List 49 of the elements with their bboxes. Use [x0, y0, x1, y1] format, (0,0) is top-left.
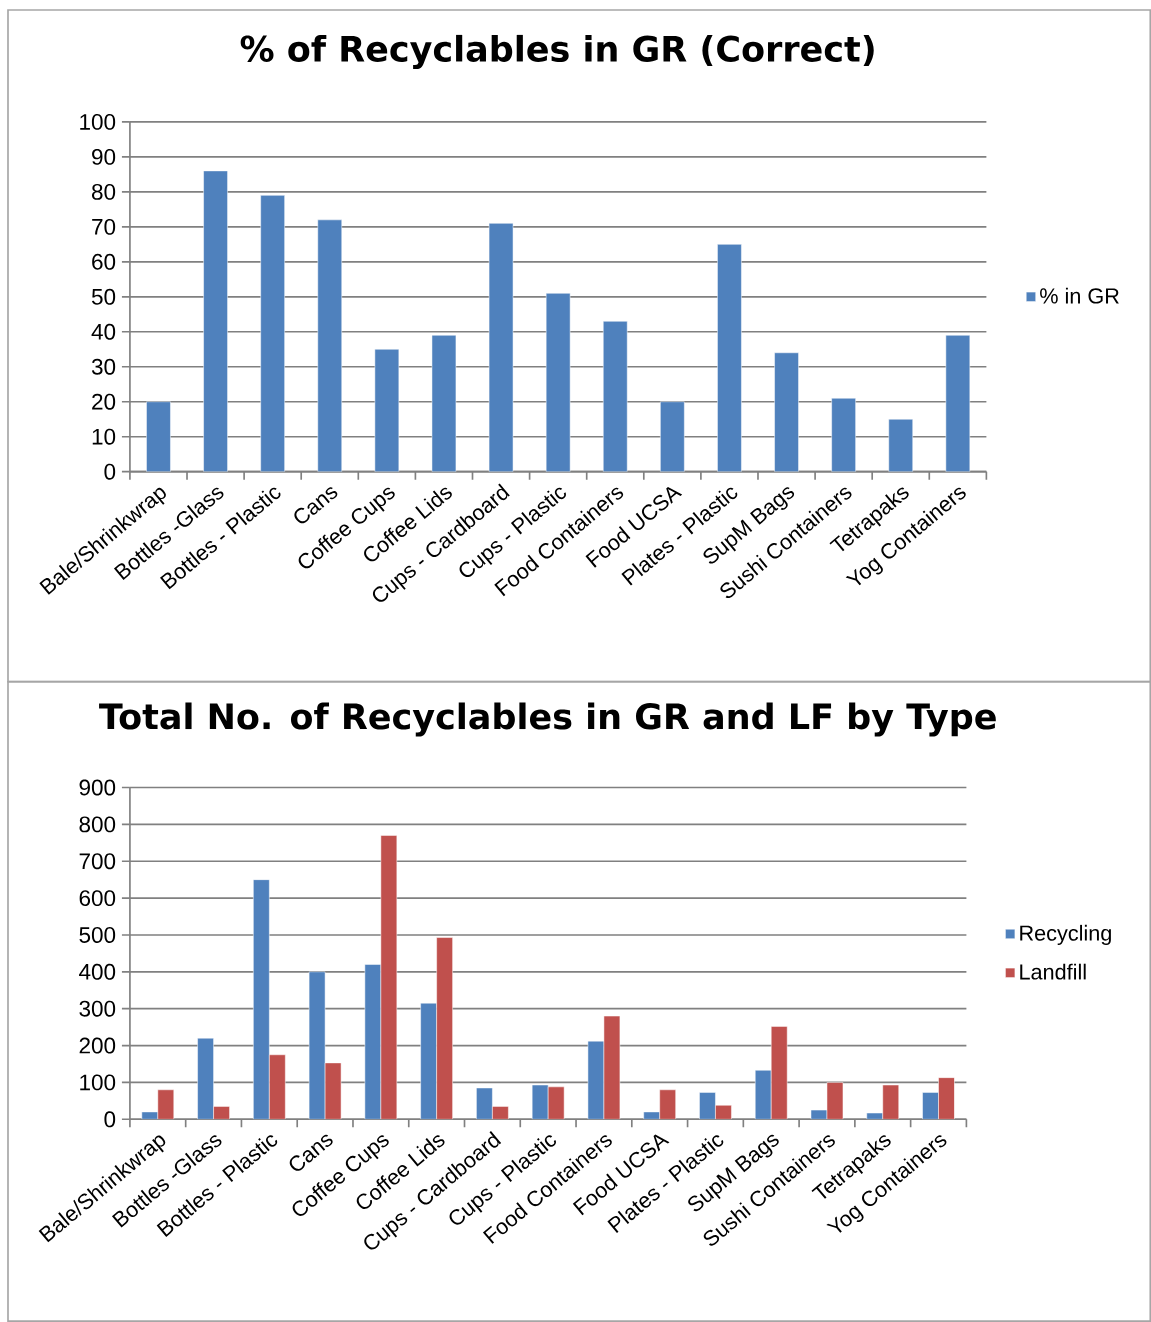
bar	[770, 1026, 788, 1120]
y-tick-label: 40	[91, 323, 116, 340]
bar	[882, 1084, 899, 1120]
y-tick-label: 100	[80, 1074, 116, 1091]
y-tick-label: 500	[79, 927, 116, 943]
bar	[203, 170, 228, 472]
bar	[602, 321, 628, 472]
y-tick-label: 800	[79, 816, 116, 833]
y-tick-label: 0	[104, 1111, 116, 1128]
bar	[374, 349, 400, 472]
y-tick-label: 400	[79, 963, 116, 980]
y-tick-label: 70	[92, 218, 116, 235]
bar	[436, 937, 453, 1120]
y-tick-label: 900	[79, 779, 116, 796]
chart-title: Total No. of Recyclables in GR and LF by Type	[99, 702, 996, 737]
bar	[717, 244, 742, 472]
y-tick-label: 80	[91, 183, 116, 200]
bar	[260, 195, 285, 472]
y-tick-label: 30	[91, 358, 116, 375]
bar	[269, 1054, 286, 1120]
y-tick-label: 600	[79, 890, 116, 907]
bar	[317, 219, 342, 472]
bar	[774, 352, 799, 472]
bar	[831, 397, 856, 472]
bar	[945, 335, 971, 472]
legend-label: Landfill	[1020, 963, 1086, 980]
bar	[157, 1089, 174, 1120]
chart-title: % of Recyclables in GR (Correct)	[240, 34, 874, 70]
bar	[488, 223, 514, 472]
bar	[146, 401, 171, 472]
bar	[431, 335, 457, 472]
y-tick-label: 300	[79, 1000, 116, 1017]
legend-label: % in GR	[1040, 287, 1119, 304]
y-tick-label: 60	[92, 253, 116, 270]
y-tick-label: 10	[92, 428, 116, 445]
bar	[660, 401, 685, 472]
y-tick-label: 0	[104, 463, 116, 480]
y-tick-label: 50	[91, 288, 116, 305]
y-tick-label: 20	[92, 393, 116, 410]
y-tick-label: 700	[79, 853, 116, 870]
y-tick-label: 200	[79, 1037, 116, 1054]
bar	[888, 418, 913, 472]
y-tick-label: 100	[80, 113, 116, 130]
y-tick-label: 90	[92, 148, 116, 165]
bar	[938, 1077, 955, 1120]
legend-label: Recycling	[1020, 924, 1111, 946]
bar	[545, 293, 571, 472]
bar	[659, 1089, 676, 1120]
bar	[141, 1111, 158, 1120]
